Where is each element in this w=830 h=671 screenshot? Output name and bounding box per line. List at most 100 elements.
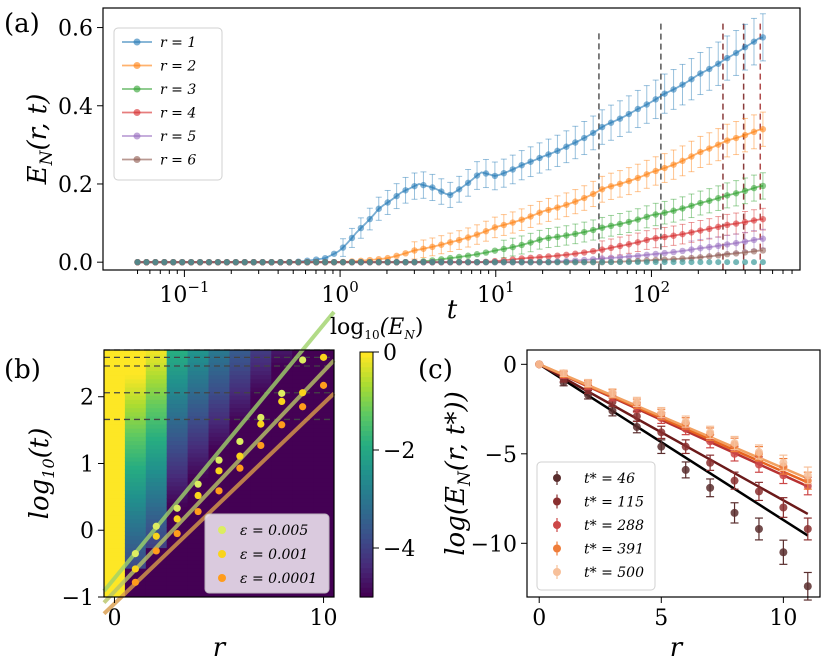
heatmap-cell — [166, 399, 189, 405]
heatmap-cell — [313, 428, 335, 433]
data-point — [616, 220, 624, 228]
heatmap-cell — [271, 502, 293, 507]
heatmap-cell — [104, 350, 126, 355]
heatmap-cell — [229, 362, 251, 367]
colorbar-frame — [359, 351, 374, 598]
heatmap-cell — [104, 432, 126, 437]
heatmap-cell — [271, 415, 293, 421]
data-point — [754, 524, 763, 533]
legend-swatch-marker — [218, 526, 226, 534]
data-point — [491, 259, 498, 266]
data-point — [589, 226, 597, 234]
heatmap-cell — [208, 444, 230, 450]
heatmap-cell — [229, 419, 251, 425]
data-point — [706, 428, 715, 437]
data-point — [447, 239, 454, 246]
data-point — [750, 38, 758, 45]
heatmap-cell — [124, 584, 147, 590]
x-axis-label: t — [447, 295, 458, 325]
heatmap-cell — [208, 428, 230, 433]
data-point — [706, 145, 713, 152]
data-point — [536, 154, 543, 162]
heatmap-cell — [271, 387, 293, 392]
data-point — [706, 259, 713, 266]
colorbar-segment — [360, 366, 373, 373]
heatmap-cell — [313, 465, 335, 470]
heatmap-cell — [292, 436, 314, 442]
y-axis-label: log(EN(r, t*)) — [441, 391, 475, 556]
heatmap-cell — [166, 354, 189, 359]
data-point — [277, 259, 284, 266]
data-point — [589, 129, 597, 137]
legend-entry: r = 6 — [160, 153, 196, 169]
heatmap-cell — [166, 415, 189, 421]
data-point — [464, 234, 472, 241]
data-point — [741, 238, 749, 245]
y-tick-label: −5 — [485, 443, 517, 468]
heatmap-cell — [208, 432, 230, 437]
data-point — [643, 251, 650, 259]
data-point — [215, 467, 223, 475]
heatmap-cell — [187, 370, 210, 376]
heatmap-cell — [313, 502, 335, 507]
heatmap-cell — [250, 362, 272, 367]
heatmap-cell — [271, 403, 293, 409]
data-point — [732, 49, 740, 57]
heatmap-cell — [271, 432, 293, 437]
data-point — [803, 471, 812, 480]
heatmap-cell — [271, 382, 293, 388]
heatmap-cell — [271, 592, 293, 598]
heatmap-cell — [187, 465, 210, 470]
data-point — [670, 207, 677, 214]
y-tick-label: 0 — [503, 353, 517, 378]
data-point — [357, 259, 364, 266]
data-point — [581, 249, 588, 256]
data-point — [732, 134, 740, 142]
heatmap-cell — [166, 584, 189, 590]
data-point — [643, 101, 650, 108]
heatmap-cell — [124, 543, 147, 549]
heatmap-cell — [250, 469, 272, 474]
heatmap-cell — [187, 448, 210, 454]
heatmap-cell — [250, 465, 272, 470]
heatmap-cell — [271, 354, 293, 359]
heatmap-cell — [104, 436, 126, 442]
data-point — [241, 259, 248, 266]
heatmap-cell — [166, 407, 189, 413]
heatmap-cell — [124, 481, 147, 487]
legend-swatch-marker — [133, 38, 141, 46]
data-point — [715, 259, 722, 266]
data-point — [616, 259, 623, 266]
legend-swatch-marker — [553, 497, 561, 506]
data-point — [250, 259, 257, 266]
heatmap-cell — [313, 387, 335, 392]
heatmap-cell — [229, 444, 251, 450]
heatmap-cell — [229, 395, 251, 400]
heatmap-cell — [166, 580, 189, 586]
data-point — [375, 259, 382, 266]
heatmap-cell — [292, 498, 314, 503]
heatmap-cell — [145, 555, 168, 561]
heatmap-cell — [187, 432, 210, 437]
heatmap-cell — [145, 469, 168, 474]
x-tick-label: 102 — [633, 278, 671, 308]
heatmap-cell — [187, 378, 210, 384]
heatmap-cell — [208, 374, 230, 380]
y-axis-label: log10(t) — [25, 428, 58, 520]
heatmap-cell — [250, 485, 272, 491]
data-point — [670, 248, 677, 256]
heatmap-cell — [145, 564, 168, 569]
heatmap-cell — [208, 494, 230, 499]
heatmap-cell — [208, 362, 230, 367]
colorbar-segment — [360, 592, 373, 598]
data-point — [730, 508, 739, 517]
heatmap-cell — [313, 419, 335, 425]
data-point — [322, 259, 329, 266]
data-point — [598, 224, 606, 231]
data-point — [581, 194, 588, 202]
data-point — [161, 259, 168, 266]
data-point — [750, 217, 758, 224]
data-point — [625, 259, 632, 266]
data-point — [393, 259, 400, 266]
heatmap-cell — [292, 424, 314, 429]
